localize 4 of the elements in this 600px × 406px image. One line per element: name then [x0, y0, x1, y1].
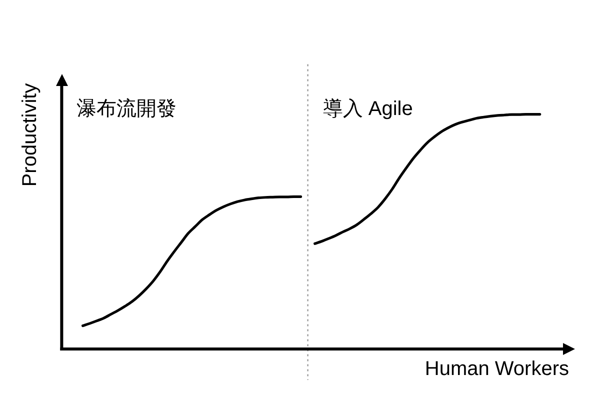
- annotation: 導入 Agile: [322, 98, 413, 120]
- annotation: 瀑布流開發: [76, 98, 177, 120]
- x-axis-title: Human Workers: [424, 358, 569, 380]
- y-axis-title: Productivity: [19, 83, 42, 187]
